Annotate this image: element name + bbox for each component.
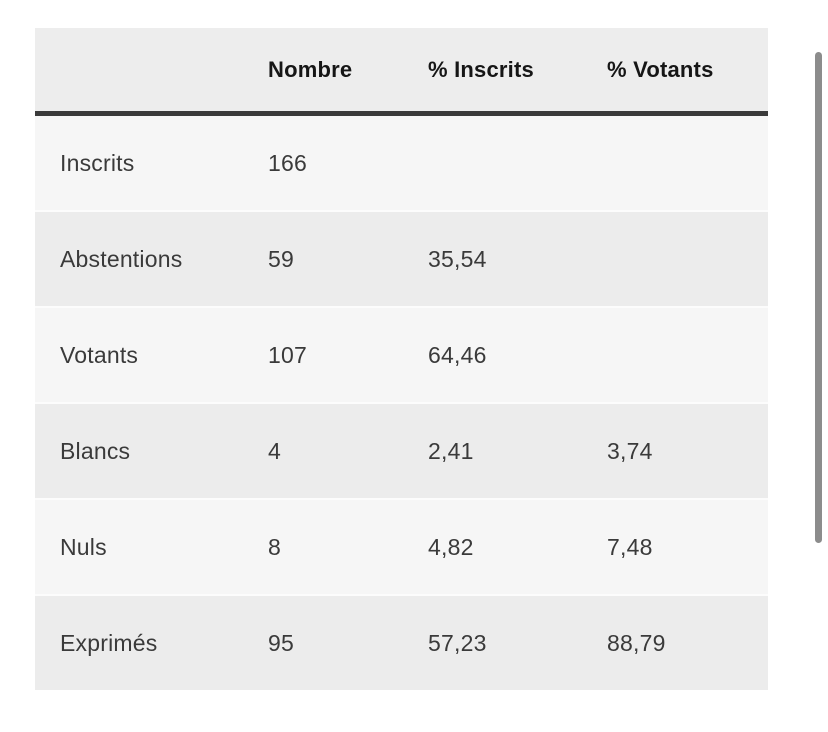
table-row-blancs: Blancs 4 2,41 3,74 [35, 402, 768, 499]
table-body: Inscrits 166 Abstentions 59 35,54 Votant… [35, 113, 768, 690]
cell-pct-inscrits: 2,41 [428, 402, 607, 499]
column-header-empty [35, 28, 268, 116]
cell-pct-votants [607, 210, 768, 307]
election-results-table: Nombre % Inscrits % Votants Inscrits 166… [35, 28, 768, 690]
cell-pct-votants: 88,79 [607, 594, 768, 690]
table-row-inscrits: Inscrits 166 [35, 113, 768, 211]
table-row-exprimes: Exprimés 95 57,23 88,79 [35, 594, 768, 690]
cell-pct-inscrits: 64,46 [428, 306, 607, 403]
cell-nombre: 59 [268, 210, 428, 307]
cell-pct-inscrits: 4,82 [428, 498, 607, 595]
column-header-pct-votants: % Votants [607, 28, 768, 116]
cell-nombre: 166 [268, 113, 428, 211]
cell-nombre: 4 [268, 402, 428, 499]
table-row-votants: Votants 107 64,46 [35, 306, 768, 403]
row-label: Votants [35, 306, 268, 403]
cell-pct-inscrits: 35,54 [428, 210, 607, 307]
row-label: Exprimés [35, 594, 268, 690]
cell-nombre: 95 [268, 594, 428, 690]
column-header-pct-inscrits: % Inscrits [428, 28, 607, 116]
vertical-scrollbar-thumb[interactable] [815, 52, 822, 543]
row-label: Blancs [35, 402, 268, 499]
row-label: Nuls [35, 498, 268, 595]
cell-nombre: 107 [268, 306, 428, 403]
cell-pct-votants: 7,48 [607, 498, 768, 595]
row-label: Abstentions [35, 210, 268, 307]
row-label: Inscrits [35, 113, 268, 211]
table-row-nuls: Nuls 8 4,82 7,48 [35, 498, 768, 595]
header-row: Nombre % Inscrits % Votants [35, 28, 768, 116]
column-header-nombre: Nombre [268, 28, 428, 116]
cell-nombre: 8 [268, 498, 428, 595]
cell-pct-inscrits [428, 113, 607, 211]
table-row-abstentions: Abstentions 59 35,54 [35, 210, 768, 307]
cell-pct-votants: 3,74 [607, 402, 768, 499]
cell-pct-votants [607, 306, 768, 403]
table-header: Nombre % Inscrits % Votants [35, 28, 768, 116]
cell-pct-votants [607, 113, 768, 211]
cell-pct-inscrits: 57,23 [428, 594, 607, 690]
